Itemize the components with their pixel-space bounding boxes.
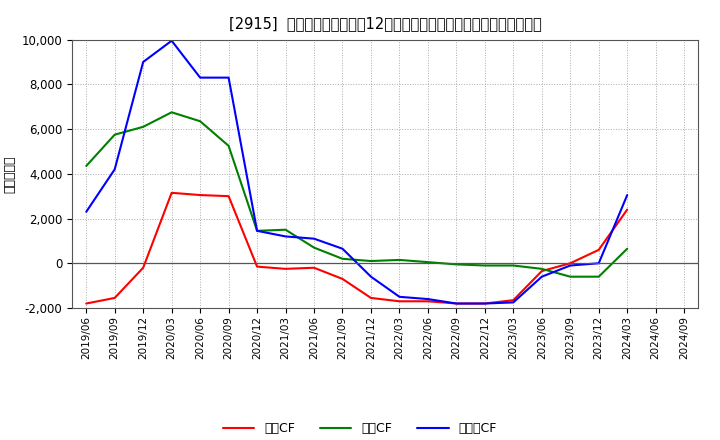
Line: フリーCF: フリーCF [86,41,627,304]
フリーCF [395,294,404,300]
フリーCF [623,192,631,198]
フリーCF [509,300,518,305]
営業CF [310,265,318,270]
フリーCF [480,301,489,306]
フリーCF [423,297,432,302]
フリーCF [82,209,91,214]
営業CF [452,301,461,306]
営業CF [253,264,261,269]
営業CF [623,207,631,212]
投資CF [366,258,375,264]
投資CF [167,110,176,115]
営業CF [282,266,290,271]
営業CF [167,190,176,195]
Line: 投資CF: 投資CF [86,112,627,277]
投資CF [452,262,461,267]
営業CF [366,295,375,301]
投資CF [509,263,518,268]
Line: 営業CF: 営業CF [86,193,627,304]
フリーCF [110,167,119,172]
営業CF [395,299,404,304]
投資CF [282,227,290,232]
フリーCF [537,274,546,279]
フリーCF [566,263,575,268]
フリーCF [282,234,290,239]
Y-axis label: （百万円）: （百万円） [3,155,16,193]
フリーCF [167,38,176,44]
フリーCF [452,301,461,306]
投資CF [566,274,575,279]
投資CF [423,260,432,265]
フリーCF [310,236,318,241]
投資CF [196,119,204,124]
投資CF [310,245,318,250]
Legend: 営業CF, 投資CF, フリーCF: 営業CF, 投資CF, フリーCF [218,417,502,440]
投資CF [623,246,631,251]
フリーCF [225,75,233,80]
フリーCF [595,260,603,266]
投資CF [595,274,603,279]
投資CF [537,266,546,271]
投資CF [139,124,148,129]
営業CF [480,301,489,306]
投資CF [338,256,347,261]
Title: [2915]  キャッシュフローの12か月移動合計の対前年同期増減額の推移: [2915] キャッシュフローの12か月移動合計の対前年同期増減額の推移 [229,16,541,32]
フリーCF [196,75,204,80]
投資CF [82,163,91,169]
営業CF [196,192,204,198]
フリーCF [338,246,347,251]
営業CF [225,194,233,199]
営業CF [139,265,148,270]
営業CF [423,299,432,304]
投資CF [110,132,119,137]
営業CF [110,295,119,301]
営業CF [537,268,546,274]
投資CF [253,228,261,234]
フリーCF [366,274,375,279]
投資CF [225,143,233,148]
営業CF [566,260,575,266]
フリーCF [139,59,148,65]
営業CF [82,301,91,306]
営業CF [509,297,518,303]
営業CF [338,276,347,282]
投資CF [480,263,489,268]
フリーCF [253,228,261,234]
営業CF [595,247,603,253]
投資CF [395,257,404,263]
